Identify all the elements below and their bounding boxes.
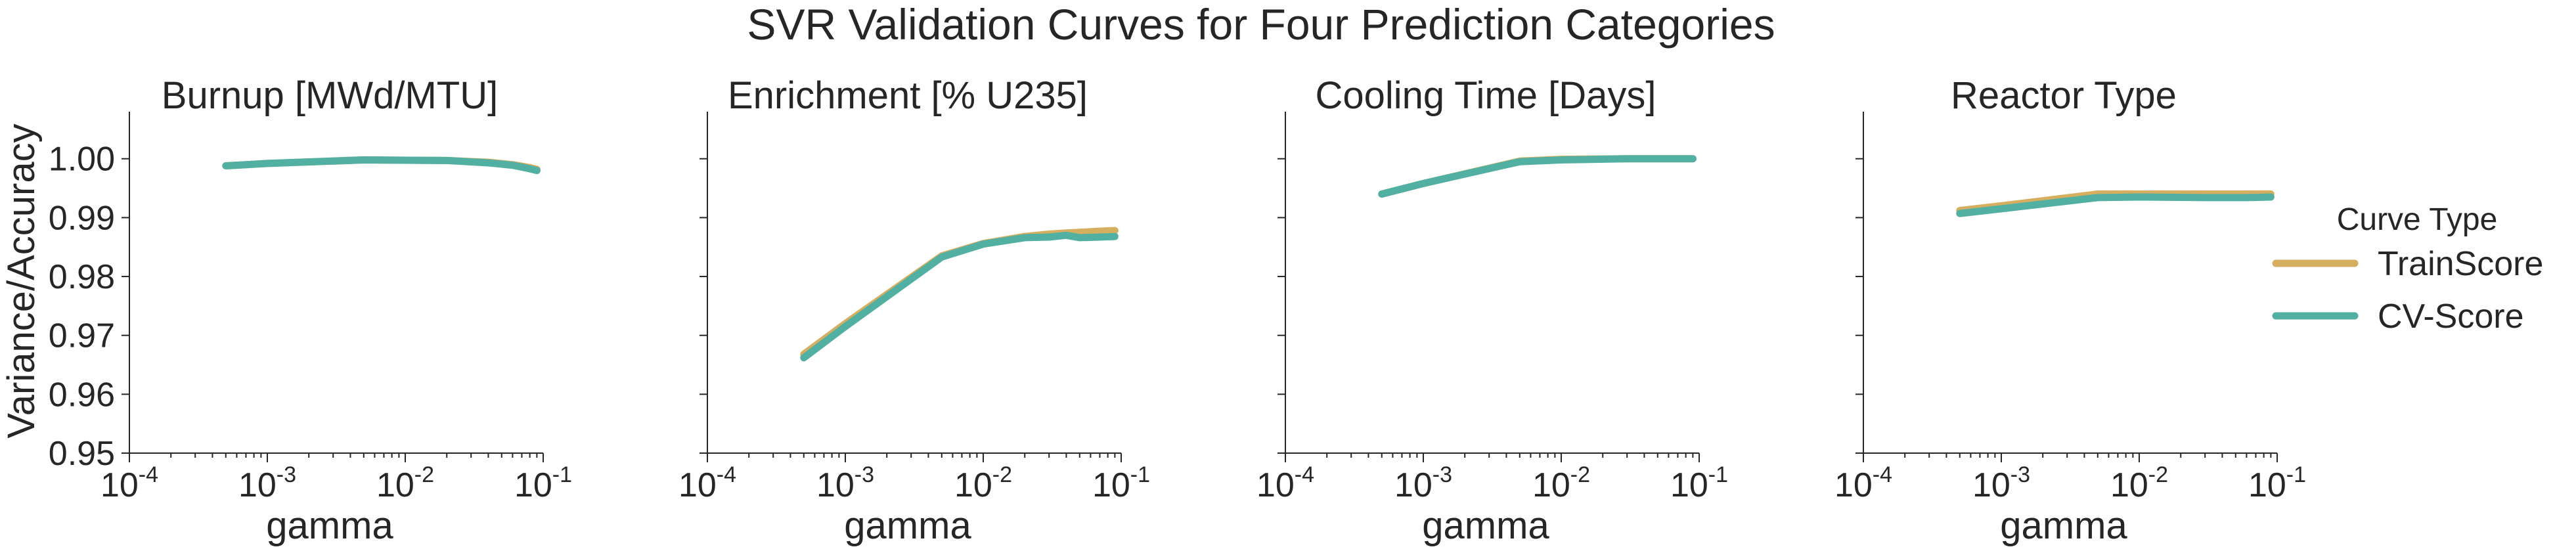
panel-title: Cooling Time [Days] [1316, 74, 1656, 117]
series-line-cv-score [1956, 193, 2275, 217]
x-tick-base: 10 [2248, 466, 2286, 504]
x-tick-exponent: -4 [717, 462, 736, 487]
x-tick-base: 10 [514, 466, 552, 504]
x-axis-label: gamma [1422, 504, 1549, 547]
y-axis-label: Variance/Accuracy [0, 123, 43, 438]
x-tick-exponent: -1 [1708, 462, 1728, 487]
x-tick-base: 10 [1972, 466, 2010, 504]
y-tick-label: 0.98 [49, 258, 115, 296]
x-tick-exponent: -2 [2148, 462, 2168, 487]
series-line-cv-score [1378, 155, 1697, 198]
x-tick-base: 10 [2110, 466, 2148, 504]
panel-1: Burnup [MWd/MTU] 0.95 0.96 0.97 0.98 0.99 1.00… [49, 74, 572, 547]
x-tick-exponent: -4 [139, 462, 158, 487]
x-tick-label: 10-3 [1972, 462, 2030, 504]
y-tick-label: 1.00 [49, 141, 115, 179]
x-tick-exponent: -4 [1873, 462, 1892, 487]
x-tick-exponent: -2 [1570, 462, 1590, 487]
series-line-cv-score [222, 156, 541, 175]
panel-title: Reactor Type [1951, 74, 2177, 117]
series-line-cv-score [800, 231, 1119, 362]
x-tick-base: 10 [678, 466, 717, 504]
x-tick-label: 10-4 [100, 462, 158, 504]
x-tick-exponent: -4 [1295, 462, 1314, 487]
x-tick-label: 10-1 [1092, 462, 1150, 504]
y-tick-label: 0.96 [49, 376, 115, 414]
x-tick-label: 10-2 [376, 462, 434, 504]
x-tick-exponent: -2 [992, 462, 1012, 487]
x-tick-exponent: -2 [414, 462, 434, 487]
x-tick-base: 10 [238, 466, 277, 504]
x-axis-label: gamma [844, 504, 971, 547]
legend-title: Curve Type [2337, 202, 2498, 237]
x-tick-label: 10-1 [1670, 462, 1728, 504]
x-tick-label: 10-2 [1532, 462, 1590, 504]
x-tick-base: 10 [100, 466, 139, 504]
x-tick-base: 10 [1834, 466, 1873, 504]
x-tick-base: 10 [1092, 466, 1130, 504]
x-tick-label: 10-4 [1834, 462, 1892, 504]
y-tick-label: 0.95 [49, 435, 115, 473]
x-axis-label: gamma [2000, 504, 2127, 547]
x-tick-label: 10-1 [514, 462, 572, 504]
x-tick-exponent: -1 [1130, 462, 1150, 487]
x-tick-label: 10-4 [1256, 462, 1314, 504]
x-tick-exponent: -1 [552, 462, 572, 487]
x-tick-label: 10-3 [816, 462, 874, 504]
x-tick-label: 10-3 [238, 462, 296, 504]
x-tick-exponent: -3 [855, 462, 874, 487]
x-axis-label: gamma [266, 504, 393, 547]
y-tick-label: 0.99 [49, 199, 115, 237]
x-tick-exponent: -3 [2010, 462, 2030, 487]
x-tick-base: 10 [376, 466, 414, 504]
x-tick-label: 10-2 [2110, 462, 2168, 504]
chart-title: SVR Validation Curves for Four Predictio… [747, 0, 1775, 49]
x-tick-label: 10-3 [1394, 462, 1452, 504]
x-tick-base: 10 [1256, 466, 1295, 504]
panel-title: Enrichment [% U235] [728, 74, 1088, 117]
x-tick-label: 10-4 [678, 462, 736, 504]
x-tick-exponent: -1 [2286, 462, 2306, 487]
x-tick-label: 10-2 [954, 462, 1012, 504]
panels-group: Burnup [MWd/MTU] 0.95 0.96 0.97 0.98 0.99 1.00… [49, 74, 2306, 547]
x-tick-base: 10 [1394, 466, 1432, 504]
x-tick-base: 10 [1670, 466, 1708, 504]
x-tick-exponent: -3 [277, 462, 296, 487]
legend-label: TrainScore [2378, 245, 2543, 283]
y-tick-label: 0.97 [49, 317, 115, 355]
x-tick-label: 10-1 [2248, 462, 2306, 504]
x-tick-base: 10 [816, 466, 855, 504]
panel-title: Burnup [MWd/MTU] [162, 74, 498, 117]
x-tick-exponent: -3 [1432, 462, 1452, 487]
x-tick-base: 10 [954, 466, 992, 504]
legend: Curve Type TrainScore CV-Score [2272, 202, 2543, 336]
x-tick-base: 10 [1532, 466, 1570, 504]
legend-label: CV-Score [2378, 297, 2524, 336]
